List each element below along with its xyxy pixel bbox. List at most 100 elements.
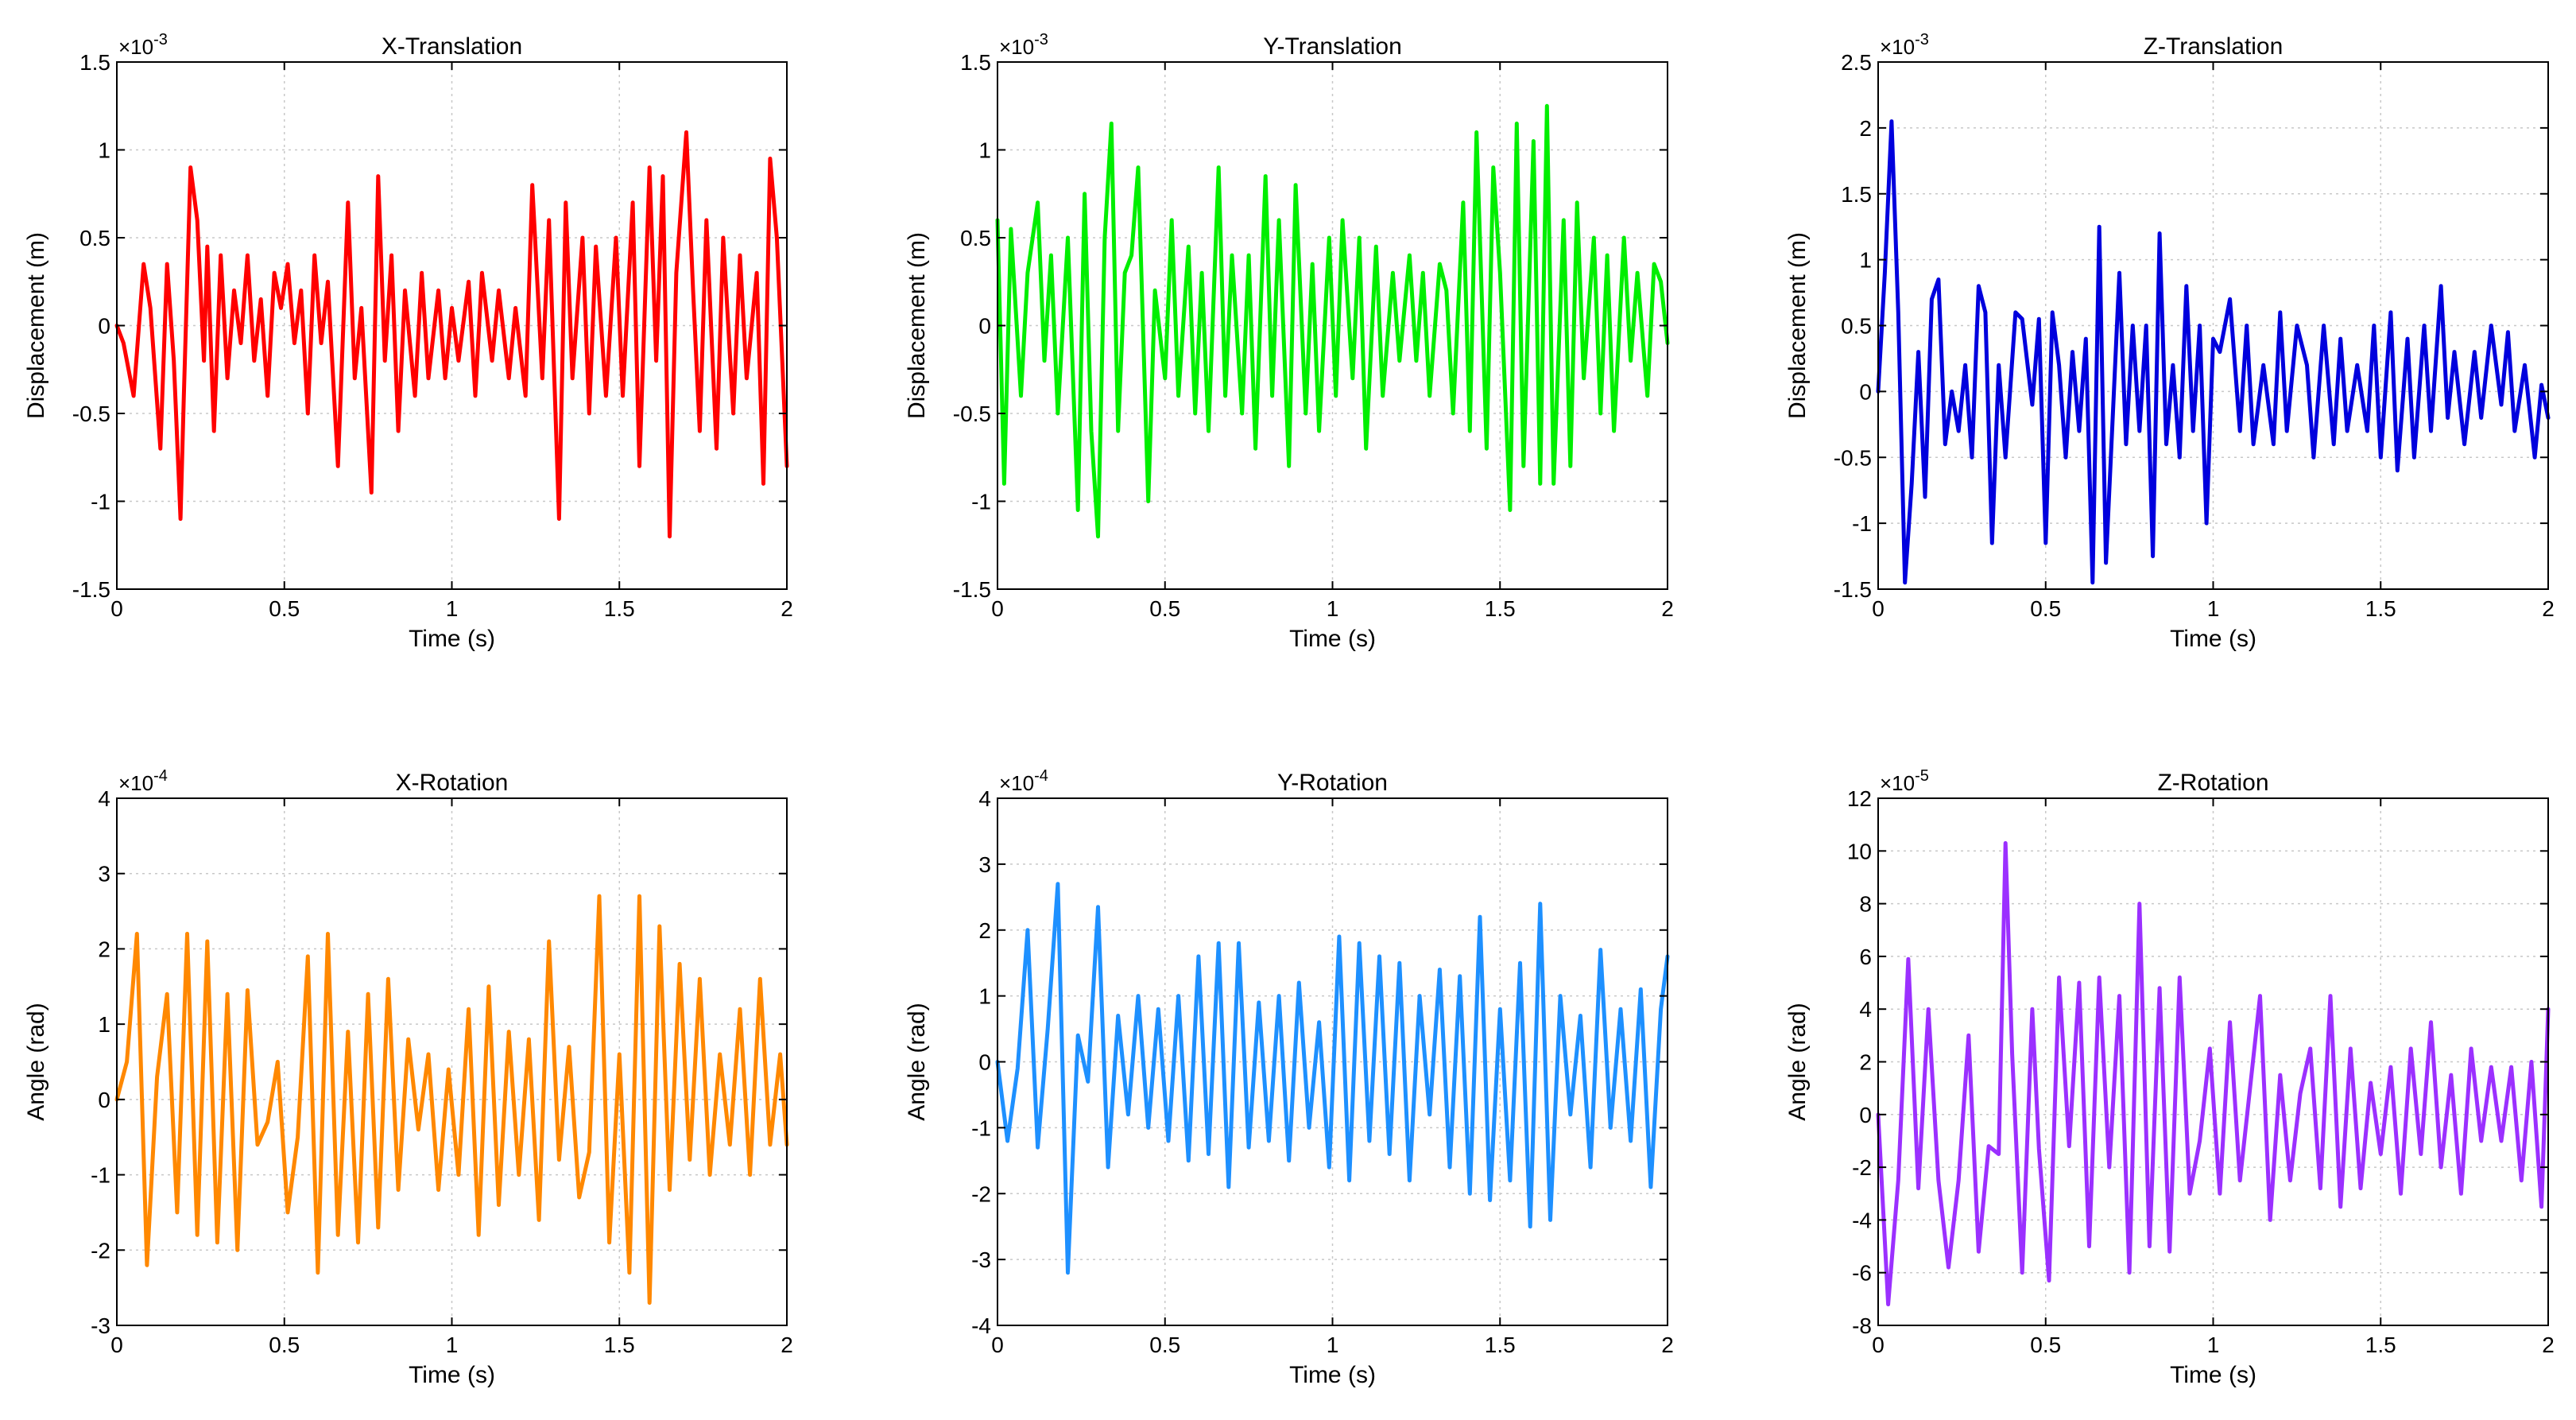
y-exponent-power: -4 bbox=[1034, 767, 1048, 785]
y-exponent-label: ×10-3 bbox=[999, 31, 1048, 59]
x-tick-label: 1.5 bbox=[1485, 596, 1516, 621]
x-tick-label: 1.5 bbox=[1485, 1333, 1516, 1357]
y-tick-label: -1.5 bbox=[72, 577, 110, 602]
y-tick-label: -0.5 bbox=[1834, 445, 1872, 470]
y-axis-label: Displacement (m) bbox=[23, 232, 49, 419]
x-tick-label: 0 bbox=[110, 596, 123, 621]
y-tick-label: 1 bbox=[978, 984, 991, 1009]
x-axis-label: Time (s) bbox=[2170, 1362, 2256, 1388]
chart-3: 0 0.5 1 1.5 2 -1.5 -1 -0.5 0 0.5 1 1.5 2 2.5 Z-Transla… bbox=[1784, 31, 2555, 652]
y-tick-label: 0 bbox=[978, 314, 991, 339]
y-tick-label: 1 bbox=[1859, 248, 1872, 273]
x-tick-label: 0 bbox=[1872, 596, 1885, 621]
chart-6: 0 0.5 1 1.5 2 -8 -6 -4 -2 0 2 4 6 8 10 12 Z-Rotation ×10-… bbox=[1784, 767, 2555, 1388]
y-tick-label: -8 bbox=[1852, 1313, 1872, 1338]
chart-title: X-Translation bbox=[382, 33, 522, 60]
x-axis-label: Time (s) bbox=[2170, 626, 2256, 652]
x-tick-label: 1.5 bbox=[2365, 596, 2396, 621]
series-line bbox=[114, 130, 789, 539]
y-tick-label: -1 bbox=[971, 490, 991, 514]
x-tick-label: 1 bbox=[2207, 1333, 2220, 1357]
y-tick-label: 0 bbox=[1859, 379, 1872, 404]
y-tick-label: -1 bbox=[91, 1163, 110, 1188]
y-tick-label: -2 bbox=[91, 1238, 110, 1263]
x-tick-label: 1 bbox=[2207, 596, 2220, 621]
x-tick-label: 1.5 bbox=[604, 1333, 635, 1357]
x-tick-label: 2 bbox=[781, 1333, 793, 1357]
y-exponent-label: ×10-3 bbox=[118, 31, 168, 59]
y-axis-label: Displacement (m) bbox=[904, 232, 930, 419]
y-tick-label: 0.5 bbox=[1841, 314, 1872, 339]
y-tick-label: 2 bbox=[1859, 1050, 1872, 1075]
x-tick-label: 0 bbox=[991, 596, 1004, 621]
chart-4: 0 0.5 1 1.5 2 -3 -2 -1 0 1 2 3 4 X-Rotation ×10-4 Time … bbox=[23, 767, 793, 1388]
x-tick-label: 0.5 bbox=[2030, 1333, 2061, 1357]
y-tick-label: 0.5 bbox=[79, 226, 110, 250]
chart-1: 0 0.5 1 1.5 2 -1.5 -1 -0.5 0 0.5 1 1.5 X-Translation… bbox=[23, 31, 793, 652]
y-tick-label: 4 bbox=[978, 786, 991, 811]
y-tick-label: 2 bbox=[98, 937, 110, 961]
y-tick-label: -1 bbox=[91, 490, 110, 514]
y-tick-label: 6 bbox=[1859, 945, 1872, 969]
chart-2: 0 0.5 1 1.5 2 -1.5 -1 -0.5 0 0.5 1 1.5 Y-Translation… bbox=[904, 31, 1674, 652]
y-tick-label: 2 bbox=[978, 918, 991, 943]
y-tick-label: -4 bbox=[971, 1313, 991, 1338]
y-axis-label: Angle (rad) bbox=[904, 1003, 930, 1120]
chart-title: Y-Translation bbox=[1263, 33, 1402, 60]
x-axis-label: Time (s) bbox=[1289, 1362, 1376, 1388]
x-tick-label: 2 bbox=[2542, 1333, 2555, 1357]
x-tick-label: 0 bbox=[110, 1333, 123, 1357]
y-tick-label: -2 bbox=[1852, 1155, 1872, 1180]
x-tick-label: 1 bbox=[1327, 596, 1339, 621]
y-tick-label: 1.5 bbox=[960, 50, 991, 75]
y-tick-label: 0 bbox=[1859, 1103, 1872, 1127]
x-tick-label: 0.5 bbox=[1149, 596, 1180, 621]
y-tick-label: 3 bbox=[98, 862, 110, 887]
y-tick-label: 0 bbox=[978, 1050, 991, 1075]
series-line bbox=[1876, 119, 2551, 585]
x-tick-label: 0 bbox=[1872, 1333, 1885, 1357]
y-tick-label: 2 bbox=[1859, 116, 1872, 141]
y-tick-label: -1 bbox=[1852, 511, 1872, 536]
chart-5: 0 0.5 1 1.5 2 -4 -3 -2 -1 0 1 2 3 4 Y-Rotation ×10-4 Tim… bbox=[904, 767, 1674, 1388]
y-exponent-power: -5 bbox=[1915, 767, 1929, 785]
y-axis-label: Displacement (m) bbox=[1784, 232, 1811, 419]
x-tick-label: 1 bbox=[1327, 1333, 1339, 1357]
y-exponent-power: -3 bbox=[1034, 31, 1048, 48]
x-tick-label: 2 bbox=[1661, 1333, 1674, 1357]
y-tick-label: -0.5 bbox=[72, 402, 110, 426]
series-line bbox=[995, 882, 1670, 1275]
y-tick-label: -1.5 bbox=[1834, 577, 1872, 602]
y-tick-label: 1.5 bbox=[1841, 182, 1872, 207]
y-tick-label: 1 bbox=[98, 1012, 110, 1037]
y-exponent-label: ×10-5 bbox=[1880, 767, 1929, 795]
y-tick-label: 0 bbox=[98, 1088, 110, 1112]
y-tick-label: -4 bbox=[1852, 1208, 1872, 1232]
series-line bbox=[1876, 840, 2551, 1306]
series-line bbox=[995, 103, 1670, 539]
y-tick-label: -2 bbox=[971, 1181, 991, 1206]
x-tick-label: 1 bbox=[446, 596, 459, 621]
x-tick-label: 0.5 bbox=[1149, 1333, 1180, 1357]
y-tick-label: 4 bbox=[1859, 997, 1872, 1022]
chart-title: Z-Rotation bbox=[2157, 770, 2268, 796]
y-axis-label: Angle (rad) bbox=[23, 1003, 49, 1120]
y-tick-label: -0.5 bbox=[953, 402, 991, 426]
y-tick-label: 0 bbox=[98, 314, 110, 339]
y-tick-label: 4 bbox=[98, 786, 110, 811]
x-tick-label: 0.5 bbox=[2030, 596, 2061, 621]
y-exponent-power: -4 bbox=[153, 767, 168, 785]
chart-title: Z-Translation bbox=[2144, 33, 2284, 60]
y-exponent-label: ×10-4 bbox=[999, 767, 1048, 795]
y-tick-label: 10 bbox=[1847, 839, 1872, 863]
x-tick-label: 2 bbox=[1661, 596, 1674, 621]
y-tick-label: 1 bbox=[98, 138, 110, 163]
x-tick-label: 1 bbox=[446, 1333, 459, 1357]
y-axis-label: Angle (rad) bbox=[1784, 1003, 1811, 1120]
y-tick-label: -3 bbox=[971, 1247, 991, 1272]
x-tick-label: 0 bbox=[991, 1333, 1004, 1357]
y-tick-label: 2.5 bbox=[1841, 50, 1872, 75]
x-axis-label: Time (s) bbox=[409, 1362, 495, 1388]
y-tick-label: 1 bbox=[978, 138, 991, 163]
series-line bbox=[114, 894, 789, 1306]
